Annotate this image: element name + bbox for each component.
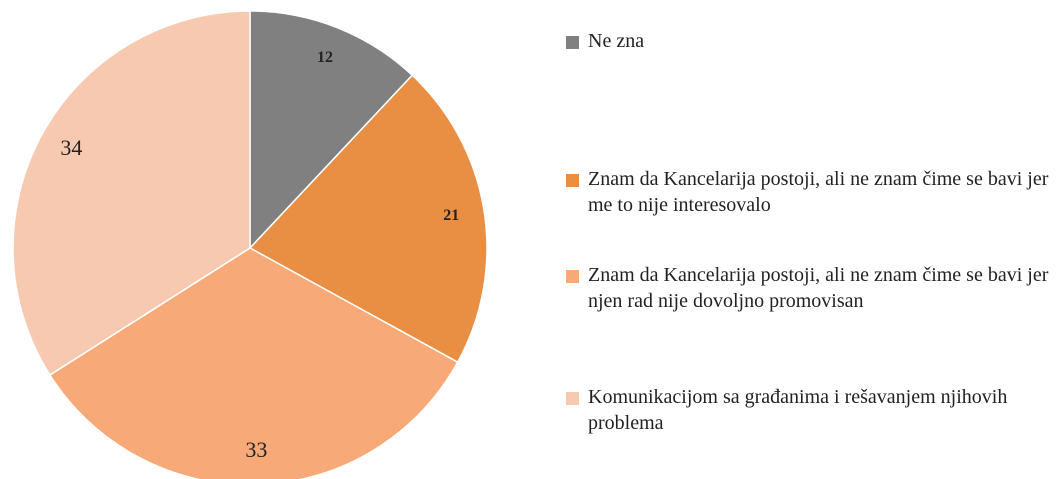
- legend-entry: Ne zna: [566, 28, 1056, 54]
- data-label: 33: [245, 437, 267, 462]
- legend-label: Znam da Kancelarija postoji, ali ne znam…: [588, 264, 1049, 312]
- legend-entry: Znam da Kancelarija postoji, ali ne znam…: [566, 166, 1056, 218]
- legend-swatch: [566, 392, 579, 405]
- legend-label: Ne zna: [588, 30, 645, 52]
- legend-swatch: [566, 36, 579, 49]
- data-label: 21: [443, 207, 459, 224]
- pie-slice: [249, 10, 414, 250]
- pie-slice: [12, 10, 251, 377]
- pie-slice: [48, 247, 459, 479]
- pie-slice: [248, 74, 488, 364]
- legend-swatch: [566, 270, 579, 283]
- data-label: 12: [317, 49, 333, 66]
- legend-label: Znam da Kancelarija postoji, ali ne znam…: [588, 168, 1049, 216]
- legend-swatch: [566, 174, 579, 187]
- legend-label: Komunikacijom sa građanima i rešavanjem …: [588, 386, 1008, 434]
- data-label: 34: [60, 135, 82, 160]
- legend-entry: Znam da Kancelarija postoji, ali ne znam…: [566, 262, 1056, 314]
- legend-entry: Komunikacijom sa građanima i rešavanjem …: [566, 384, 1056, 436]
